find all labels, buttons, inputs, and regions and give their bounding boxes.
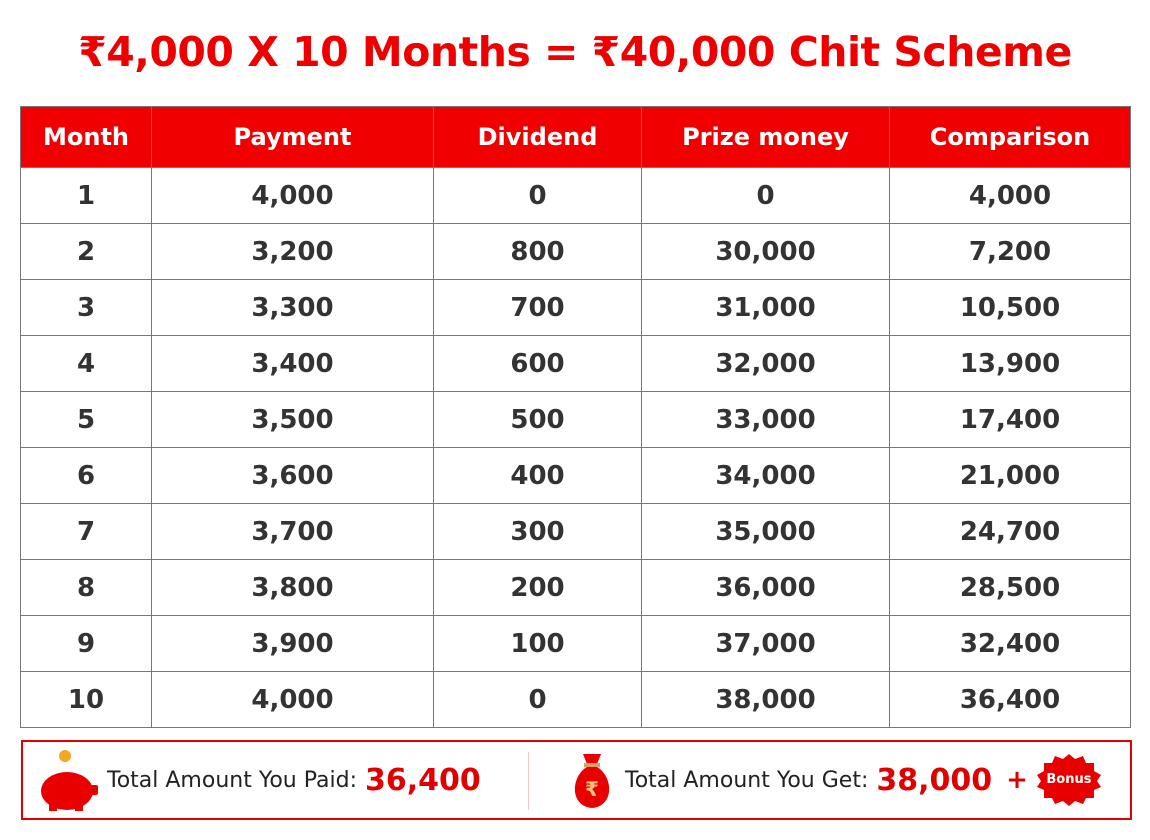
table-cell: 500 <box>433 391 642 448</box>
table-cell: 300 <box>433 503 642 560</box>
paid-summary: Total Amount You Paid: 36,400 <box>37 742 481 818</box>
table-cell: 3,300 <box>151 279 434 336</box>
table-row: 5 3,500 500 33,000 17,400 <box>20 391 1131 448</box>
table-row: 6 3,600 400 34,000 21,000 <box>20 447 1131 504</box>
column-header: Comparison <box>889 106 1131 168</box>
table-cell: 400 <box>433 447 642 504</box>
table-cell: 31,000 <box>641 279 890 336</box>
table-cell: 0 <box>433 167 642 224</box>
table-cell: 28,500 <box>889 559 1131 616</box>
table-cell: 3,700 <box>151 503 434 560</box>
table-cell: 4,000 <box>151 167 434 224</box>
table-cell: 9 <box>20 615 152 672</box>
table-cell: 700 <box>433 279 642 336</box>
money-bag-icon: ₹ <box>574 754 610 808</box>
table-cell: 36,400 <box>889 671 1131 728</box>
table-header-row: Month Payment Dividend Prize money Compariso… <box>20 106 1131 168</box>
table-cell: 3,200 <box>151 223 434 280</box>
table-cell: 0 <box>433 671 642 728</box>
svg-text:₹: ₹ <box>585 777 599 801</box>
piggy-bank-icon <box>41 750 98 811</box>
table-cell: 8 <box>20 559 152 616</box>
table-cell: 2 <box>20 223 152 280</box>
table-cell: 0 <box>641 167 890 224</box>
table-cell: 6 <box>20 447 152 504</box>
table-cell: 32,400 <box>889 615 1131 672</box>
table-row: 8 3,800 200 36,000 28,500 <box>20 559 1131 616</box>
plus-sign: + <box>1006 765 1028 795</box>
page-title: ₹4,000 X 10 Months = ₹40,000 Chit Scheme <box>68 28 1082 76</box>
table-cell: 3,400 <box>151 335 434 392</box>
table-cell: 4,000 <box>151 671 434 728</box>
table-cell: 3,800 <box>151 559 434 616</box>
table-cell: 7,200 <box>889 223 1131 280</box>
table-cell: 3,500 <box>151 391 434 448</box>
title-area: ₹4,000 X 10 Months = ₹40,000 Chit Scheme <box>0 28 1150 76</box>
chit-scheme-table: Month Payment Dividend Prize money Compariso… <box>20 106 1131 728</box>
table-row: 9 3,900 100 37,000 32,400 <box>20 615 1131 672</box>
bonus-badge-icon: Bonus <box>1036 754 1102 806</box>
table-cell: 4 <box>20 335 152 392</box>
table-cell: 5 <box>20 391 152 448</box>
column-header: Payment <box>151 106 434 168</box>
table-row: 7 3,700 300 35,000 24,700 <box>20 503 1131 560</box>
get-label: Total Amount You Get: <box>625 767 869 793</box>
table-cell: 1 <box>20 167 152 224</box>
table-cell: 36,000 <box>641 559 890 616</box>
table-cell: 3 <box>20 279 152 336</box>
get-summary: ₹ Total Amount You Get: 38,000 + Bonus <box>567 742 1102 818</box>
table-cell: 35,000 <box>641 503 890 560</box>
column-header: Month <box>20 106 152 168</box>
table-cell: 800 <box>433 223 642 280</box>
table-cell: 17,400 <box>889 391 1131 448</box>
table-cell: 32,000 <box>641 335 890 392</box>
table-cell: 3,600 <box>151 447 434 504</box>
table-row: 10 4,000 0 38,000 36,400 <box>20 671 1131 728</box>
table-row: 1 4,000 0 0 4,000 <box>20 167 1131 224</box>
column-header: Dividend <box>433 106 642 168</box>
paid-value: 36,400 <box>364 762 481 798</box>
table-cell: 37,000 <box>641 615 890 672</box>
table-cell: 10,500 <box>889 279 1131 336</box>
table-cell: 30,000 <box>641 223 890 280</box>
table-cell: 200 <box>433 559 642 616</box>
table-cell: 7 <box>20 503 152 560</box>
bonus-label: Bonus <box>1046 772 1092 787</box>
table-cell: 600 <box>433 335 642 392</box>
table-row: 2 3,200 800 30,000 7,200 <box>20 223 1131 280</box>
divider <box>528 752 529 810</box>
table-cell: 100 <box>433 615 642 672</box>
table-row: 4 3,400 600 32,000 13,900 <box>20 335 1131 392</box>
table-cell: 4,000 <box>889 167 1131 224</box>
get-value: 38,000 <box>876 762 993 798</box>
table-cell: 13,900 <box>889 335 1131 392</box>
table-cell: 34,000 <box>641 447 890 504</box>
paid-label: Total Amount You Paid: <box>107 767 357 793</box>
table-cell: 10 <box>20 671 152 728</box>
table-cell: 33,000 <box>641 391 890 448</box>
table-cell: 21,000 <box>889 447 1131 504</box>
table-row: 3 3,300 700 31,000 10,500 <box>20 279 1131 336</box>
column-header: Prize money <box>641 106 890 168</box>
summary-box: Total Amount You Paid: 36,400 ₹ Total Am… <box>21 740 1132 820</box>
table-cell: 38,000 <box>641 671 890 728</box>
table-cell: 3,900 <box>151 615 434 672</box>
table-cell: 24,700 <box>889 503 1131 560</box>
